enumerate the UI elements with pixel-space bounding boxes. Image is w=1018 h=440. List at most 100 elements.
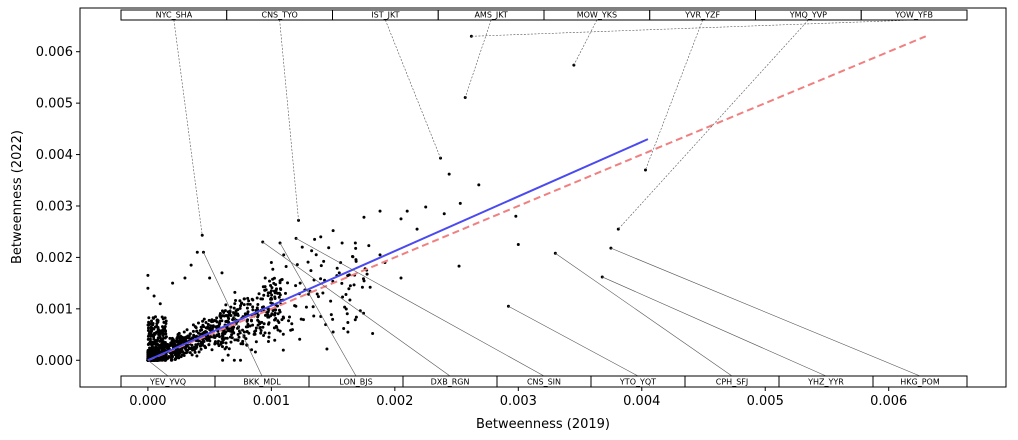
top-label-text: MOW_YKS [577,11,617,20]
data-point [148,346,152,350]
y-tick-label: 0.001 [36,302,73,317]
x-tick-label: 0.000 [129,394,166,409]
data-point [234,298,238,302]
bottom-label-leader [203,252,263,377]
data-point [227,347,231,351]
data-point [301,318,305,322]
data-point [348,284,352,288]
data-point [329,299,333,303]
data-point [340,281,344,285]
data-point [319,264,323,268]
data-point [158,333,162,337]
data-point [204,346,208,350]
data-point [261,285,265,289]
data-point [314,253,318,257]
data-point [168,336,172,340]
data-point [162,332,166,336]
top-label-leader [645,19,703,171]
data-point [146,286,150,290]
data-point [246,296,250,300]
data-point [217,344,221,348]
data-point [208,276,212,280]
top-label-leader [279,19,299,221]
data-point [194,326,198,330]
fit-line [147,138,649,362]
data-point [272,326,276,330]
data-point [309,269,313,273]
data-point [319,235,323,239]
data-point [262,322,266,326]
data-point [254,329,258,333]
bottom-label-leader [602,276,827,377]
data-point [196,321,200,325]
data-point [232,306,236,310]
data-point [148,352,152,356]
data-point [239,358,243,362]
top-label-leader [385,19,441,159]
data-point [253,332,257,336]
data-point [239,342,243,346]
data-point [352,283,356,287]
data-point [170,354,174,358]
data-point [155,322,159,326]
data-point [148,330,152,334]
data-point [237,335,241,339]
data-point [170,342,174,346]
data-point [188,351,192,355]
data-point [274,283,278,287]
data-point [232,358,236,362]
bottom-label-text: YHZ_YYR [807,378,844,387]
y-tick-label: 0.002 [36,251,73,266]
data-point [220,271,224,275]
top-label-text: YVR_YZF [684,11,720,20]
top-label-leader [471,19,915,37]
data-point [220,309,224,313]
data-point [168,355,172,359]
data-point [287,315,291,319]
data-point [322,259,326,263]
trend-lines-layer [147,35,927,362]
data-point [378,209,382,213]
data-point [257,320,261,324]
x-tick-label: 0.003 [500,394,537,409]
data-point [184,336,188,340]
data-point [260,320,264,324]
data-point [229,340,233,344]
data-point [191,329,195,333]
data-point [159,337,163,341]
data-point [294,284,298,288]
bottom-label-text: BKK_MDL [243,378,281,387]
data-point [152,337,156,341]
data-point [234,309,238,313]
data-point [270,312,274,316]
data-point [348,298,352,302]
data-point [249,318,253,322]
data-point [337,271,341,275]
data-point [256,302,260,306]
data-point [269,301,273,305]
data-point [198,328,202,332]
data-point [226,353,230,357]
data-point [267,321,271,325]
data-point [147,316,151,320]
data-point [340,241,344,245]
data-point [269,261,273,265]
data-point [312,314,316,318]
data-point [156,337,160,341]
data-point [218,314,222,318]
top-label-leader [173,19,203,236]
top-label-box [860,9,968,21]
data-point [263,313,267,317]
data-point [220,319,224,323]
data-point [266,339,270,343]
data-point [218,312,222,316]
data-point [163,324,167,328]
data-point [215,316,219,320]
bottom-label-leader [508,305,639,377]
data-point [262,305,266,309]
data-point [182,330,186,334]
data-point [368,285,372,289]
data-points-layer [146,34,647,362]
data-point [244,337,248,341]
data-point [215,333,219,337]
